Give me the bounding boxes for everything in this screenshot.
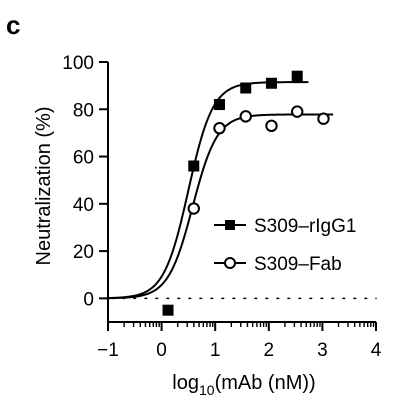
- y-axis-ticks: 0 20 40 60 80 100: [62, 53, 108, 310]
- y-tick-label: 0: [83, 289, 94, 310]
- data-point-fab: [187, 202, 200, 215]
- x-axis-title-prefix: log: [172, 372, 199, 394]
- data-point-fab: [239, 110, 252, 123]
- legend: S309–rIgG1 S309–Fab: [214, 216, 356, 275]
- data-points: [162, 70, 330, 316]
- data-point-fab: [291, 105, 304, 118]
- x-axis-title: log10(mAb (nM)): [172, 372, 315, 398]
- panel-label: c: [6, 10, 20, 40]
- legend-entry-fab: S309–Fab: [214, 254, 342, 275]
- legend-marker-rigg1: [225, 220, 235, 230]
- x-tick-label: 0: [156, 340, 167, 361]
- data-point-rigg1: [162, 304, 174, 316]
- legend-label-rigg1: S309–rIgG1: [254, 216, 356, 237]
- x-tick-label: 2: [264, 340, 275, 361]
- y-tick-label: 60: [73, 148, 94, 169]
- x-axis-title-suffix: (mAb (nM)): [215, 372, 316, 394]
- data-point-rigg1: [213, 99, 225, 111]
- legend-label-fab: S309–Fab: [254, 254, 342, 275]
- x-tick-label: 4: [371, 340, 382, 361]
- data-point-rigg1: [265, 77, 277, 89]
- legend-marker-fab: [224, 257, 236, 269]
- x-axis-title-subscript: 10: [199, 382, 215, 398]
- data-point-rigg1: [291, 70, 303, 82]
- data-point-fab: [213, 121, 226, 135]
- y-tick-label: 100: [62, 53, 94, 74]
- x-axis-ticks: −1 0 1 2 3 4: [97, 322, 382, 361]
- x-tick-label: −1: [97, 340, 119, 361]
- legend-entry-rigg1: S309–rIgG1: [214, 216, 356, 237]
- y-tick-label: 80: [73, 100, 94, 121]
- x-tick-label: 1: [210, 340, 221, 361]
- y-tick-label: 40: [73, 195, 94, 216]
- data-point-fab: [265, 119, 278, 133]
- y-tick-label: 20: [73, 242, 94, 263]
- data-point-fab: [317, 112, 330, 125]
- data-point-rigg1: [240, 82, 252, 94]
- y-axis-title: Neutralization (%): [33, 107, 55, 266]
- x-tick-label: 3: [317, 340, 328, 361]
- data-point-rigg1: [188, 160, 200, 172]
